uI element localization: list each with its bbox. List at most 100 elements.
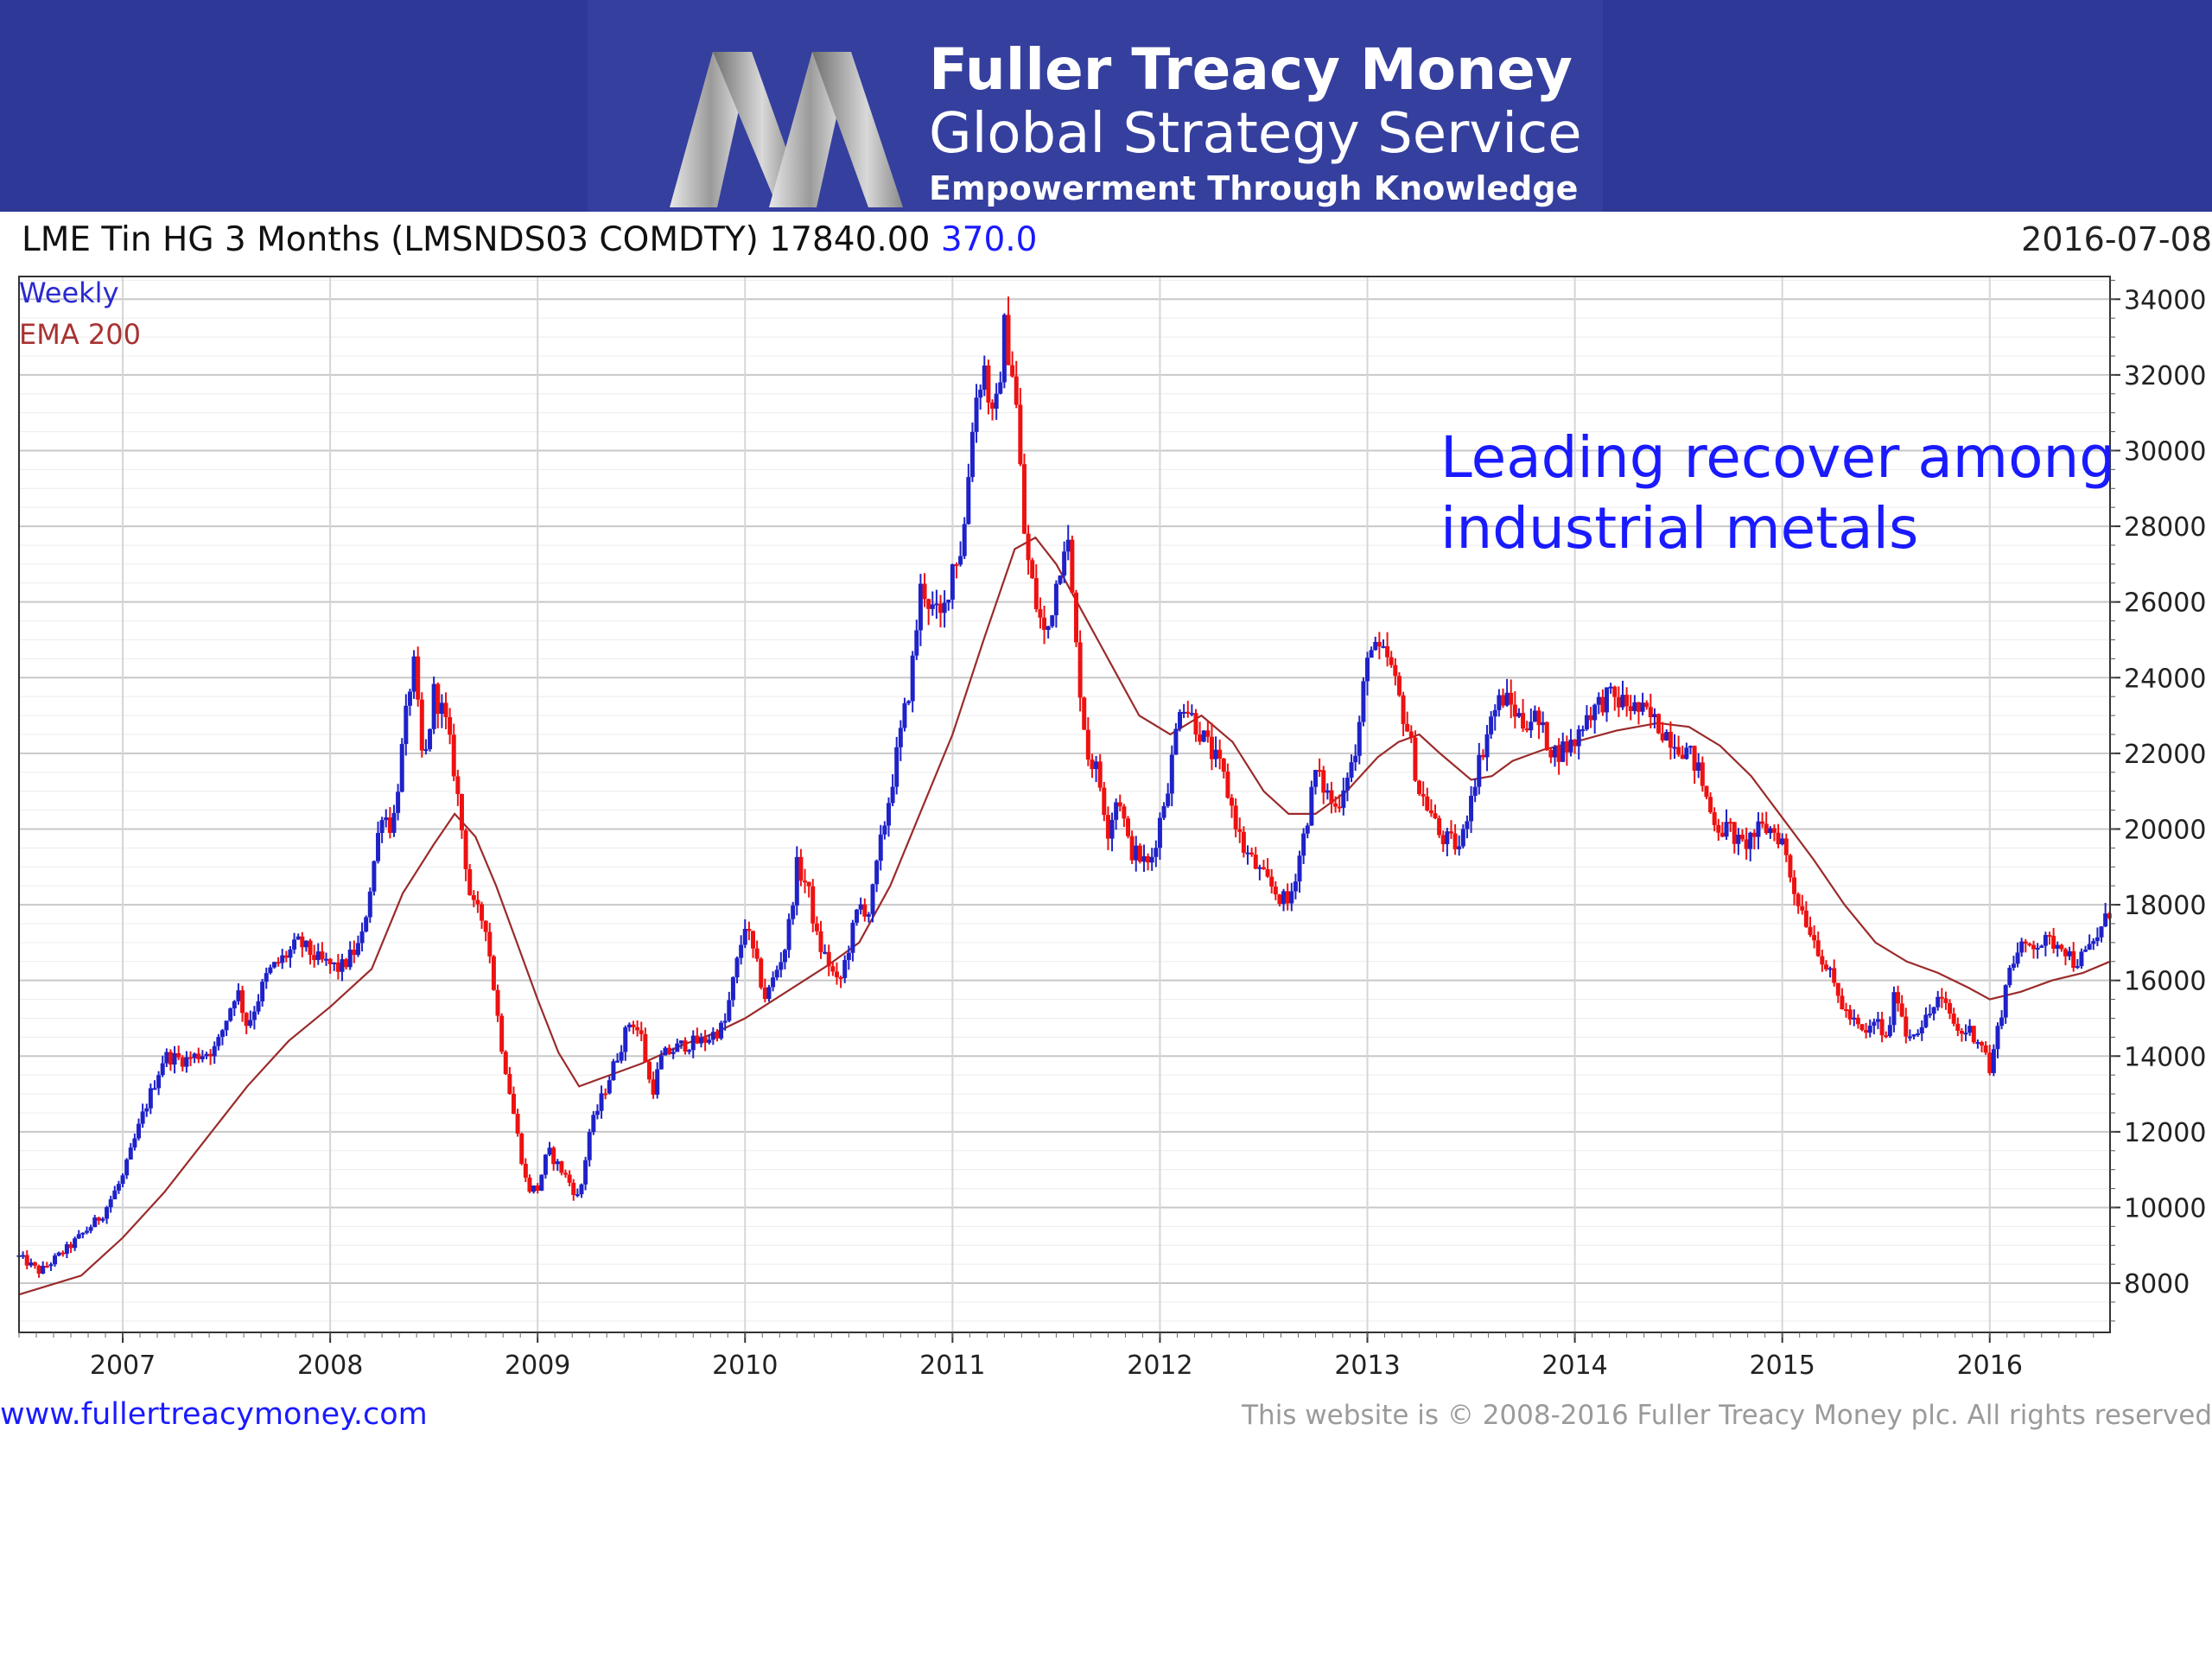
candle-body-up <box>1872 1021 1877 1027</box>
candle-body-down <box>1899 1003 1904 1017</box>
candle-body-up <box>108 1198 113 1208</box>
candle-body-down <box>683 1040 688 1052</box>
candle-body-up <box>994 393 999 409</box>
candle-body-up <box>855 909 860 923</box>
candle-body-down <box>938 603 944 613</box>
candle-body-down <box>387 817 392 833</box>
candle-body-up <box>1608 686 1613 689</box>
candle-body-up <box>531 1185 537 1192</box>
candle-body-up <box>1991 1049 1996 1073</box>
x-tick-label: 2013 <box>1334 1351 1400 1381</box>
candle-body-down <box>1844 1009 1849 1012</box>
candle-body-down <box>1393 664 1398 677</box>
candle-body-up <box>1050 615 1055 626</box>
candle-body-down <box>1644 702 1649 708</box>
candle-body-up <box>671 1052 676 1054</box>
candle-body-down <box>631 1024 636 1027</box>
candle-body-down <box>1951 1014 1956 1024</box>
candle-body-down <box>1097 761 1103 788</box>
candle-body-down <box>1042 617 1047 630</box>
candle-body-up <box>1911 1034 1916 1037</box>
candle-body-up <box>192 1053 197 1058</box>
legend-ema: EMA 200 <box>19 318 141 351</box>
candle-body-down <box>283 955 289 958</box>
candle-body-down <box>1376 641 1382 647</box>
candle-body-down <box>1564 741 1569 753</box>
candle-body-up <box>92 1217 98 1228</box>
ftm-m-logo-icon <box>670 52 903 207</box>
candle-body-down <box>320 951 325 960</box>
candle-body-down <box>1105 815 1110 839</box>
candle-body-up <box>1484 734 1490 758</box>
candle-body-down <box>926 599 931 609</box>
candle-body-up <box>204 1053 209 1057</box>
candle-body-down <box>1896 992 1901 1004</box>
candle-body-up <box>946 599 951 603</box>
candle-body-up <box>172 1052 177 1065</box>
candle-body-down <box>1548 750 1554 758</box>
candle-body-up <box>1928 1014 1933 1016</box>
candle-body-up <box>1445 831 1450 844</box>
candle-body-up <box>404 705 409 745</box>
candle-body-up <box>607 1080 612 1094</box>
candle-body-down <box>511 1093 516 1115</box>
candle-body-down <box>551 1147 556 1165</box>
candle-body-down <box>567 1174 572 1183</box>
candle-body-up <box>84 1230 89 1233</box>
candle-body-up <box>256 1001 261 1012</box>
candle-body-down <box>1600 696 1605 713</box>
price-chart: 8000 10000 12000 14000 16000 18000 20000 22000 2… <box>16 276 2206 1381</box>
candle-body-down <box>1668 731 1673 748</box>
candle-body-up <box>1827 968 1833 970</box>
candle-body-down <box>1704 785 1709 798</box>
candle-body-up <box>1532 710 1537 722</box>
candle-body-down <box>208 1053 213 1057</box>
candle-body-up <box>1114 802 1119 820</box>
candle-body-down <box>1233 805 1238 830</box>
candle-body-down <box>1971 1026 1976 1043</box>
candle-body-down <box>1452 833 1458 849</box>
candle-body-up <box>890 786 895 804</box>
candle-body-up <box>771 977 776 988</box>
candle-body-down <box>1433 813 1438 818</box>
candle-body-down <box>1337 806 1342 809</box>
candle-body-up <box>376 833 381 861</box>
candle-body-up <box>623 1027 628 1052</box>
candle-body-up <box>950 564 955 600</box>
candle-body-up <box>1305 825 1310 834</box>
candle-body-up <box>2099 926 2104 938</box>
y-tick-label: 14000 <box>2124 1042 2206 1072</box>
annotation-line-2: industrial metals <box>1440 495 1918 562</box>
candle-body-down <box>1026 533 1031 561</box>
candle-body-down <box>1241 831 1246 853</box>
candle-body-up <box>1341 790 1346 808</box>
candle-body-down <box>1021 464 1027 534</box>
candle-body-down <box>475 899 480 905</box>
candle-body-up <box>164 1052 169 1064</box>
footer-url-link[interactable]: www.fullertreacymoney.com <box>0 1397 428 1432</box>
candle-body-down <box>1137 845 1142 862</box>
candle-body-down <box>499 1015 505 1052</box>
candle-body-up <box>184 1057 189 1067</box>
candle-body-up <box>663 1047 668 1056</box>
candle-body-down <box>1700 762 1705 786</box>
candle-body-down <box>1820 956 1825 965</box>
candle-body-down <box>1536 710 1541 726</box>
candle-body-up <box>251 1011 257 1020</box>
candle-body-down <box>1788 855 1793 878</box>
candle-body-down <box>1840 995 1845 1010</box>
candle-body-up <box>407 691 412 706</box>
candle-body-up <box>734 957 740 978</box>
candle-body-down <box>1588 715 1593 721</box>
candle-body-up <box>288 949 293 958</box>
candle-body-down <box>1792 877 1797 894</box>
candle-body-up <box>599 1093 604 1111</box>
candle-body-up <box>399 744 404 792</box>
candle-body-down <box>1122 806 1127 819</box>
candle-body-up <box>1780 838 1785 845</box>
candle-body-up <box>2003 985 2008 1018</box>
candle-body-up <box>128 1147 133 1160</box>
candle-body-up <box>1576 729 1581 747</box>
candle-body-up <box>675 1043 680 1052</box>
candle-body-up <box>200 1056 205 1059</box>
